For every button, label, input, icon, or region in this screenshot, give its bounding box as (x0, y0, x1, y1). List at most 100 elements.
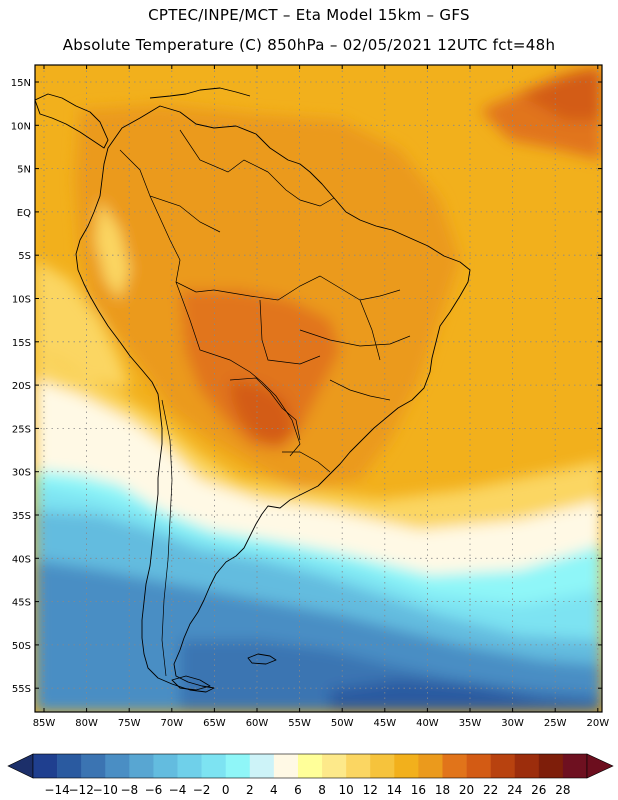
lat-label: 55S (12, 684, 31, 695)
colorbar-swatch (225, 754, 251, 778)
colorbar-swatch (81, 754, 106, 778)
colorbar-swatch (514, 754, 540, 778)
colorbar-label: 0 (222, 783, 230, 797)
colorbar-label: 16 (411, 783, 426, 797)
latitude-labels: 15N 10N 5N EQ 5S 10S 15S 20S 25S 30S 35S 40S 45S 50S 5… (11, 78, 31, 695)
colorbar-swatch (490, 754, 516, 778)
latitude-ticks (35, 81, 602, 689)
border-uruguay (282, 451, 331, 473)
lon-label: 30W (501, 718, 524, 729)
lat-label: 10S (12, 295, 31, 306)
graticule (35, 65, 602, 712)
colorbar-swatch (442, 754, 467, 778)
colorbar-swatch (57, 754, 82, 778)
colorbar-swatch (249, 754, 275, 778)
field-zone-andes-16 (95, 200, 130, 300)
colorbar-swatch (346, 754, 371, 778)
lon-label: 85W (33, 718, 56, 729)
lat-label: 15S (12, 338, 31, 349)
colorbar-label: 12 (363, 783, 378, 797)
lon-label: 55W (288, 718, 311, 729)
colorbar-label: −6 (145, 783, 163, 797)
colorbar-swatch (105, 754, 130, 778)
longitude-labels: 85W 80W 75W 70W 65W 60W 55W 50W 45W 40W 35W 30W 25W 2… (33, 718, 610, 729)
country-borders (119, 129, 411, 677)
lat-label: 5S (18, 251, 31, 262)
lat-label: 10N (11, 121, 31, 132)
border-argentina-brazil (261, 381, 301, 457)
lat-label: 15N (11, 78, 31, 89)
colorbar-label: −2 (193, 783, 211, 797)
colorbar-label: 24 (507, 783, 522, 797)
lat-label: 30S (12, 468, 31, 479)
colorbar-label: 28 (555, 783, 570, 797)
colorbar-swatch (297, 754, 323, 778)
border-guianas (267, 171, 335, 207)
colorbar-low-arrow (7, 753, 34, 779)
colorbar-swatch (153, 754, 178, 778)
temperature-field (35, 65, 602, 712)
lat-label: 40S (12, 554, 31, 565)
colorbar-label: 14 (387, 783, 402, 797)
tierra-del-fuego-coastline (171, 675, 211, 691)
colorbar-swatch (129, 754, 154, 778)
field-zone-24 (230, 380, 295, 445)
lat-label: 5N (17, 165, 31, 176)
lat-label: 45S (12, 598, 31, 609)
lat-label: 25S (12, 424, 31, 435)
colorbar-label: −10 (93, 783, 118, 797)
border-peru-brazil (149, 195, 215, 293)
lon-label: 45W (373, 718, 396, 729)
lon-label: 40W (416, 718, 439, 729)
lon-label: 20W (586, 718, 609, 729)
colorbar-labels: −14−12−10 −8 −6 −4 −2 0 2 4 6 8 10 12 14 16 18 20 22 24 26… (44, 783, 570, 797)
lon-label: 70W (160, 718, 183, 729)
field-zone-m4 (35, 560, 602, 712)
colorbar (7, 753, 614, 779)
colorbar-swatch (394, 754, 419, 778)
colorbar-label: −14 (44, 783, 69, 797)
caribbean-coastline (149, 87, 251, 99)
colorbar-swatch (466, 754, 491, 778)
map-title-line2: Absolute Temperature (C) 850hPa – 02/05/… (62, 36, 556, 54)
colorbar-label: 18 (435, 783, 450, 797)
border-paraguay (229, 377, 301, 441)
colorbar-high-arrow (586, 753, 614, 779)
lat-label: 50S (12, 641, 31, 652)
border-bolivia (175, 281, 263, 383)
field-zone-ne-24 (520, 70, 602, 120)
longitude-ticks (43, 65, 599, 712)
south-america-coastline (75, 105, 471, 693)
lon-label: 80W (75, 718, 98, 729)
colorbar-label: 26 (531, 783, 546, 797)
colorbar-label: −12 (69, 783, 94, 797)
colorbar-label: 2 (246, 783, 254, 797)
colorbar-label: 22 (483, 783, 498, 797)
lat-label: EQ (17, 208, 31, 219)
colorbar-swatch (418, 754, 443, 778)
coastlines (35, 87, 471, 693)
colorbar-label: −8 (120, 783, 138, 797)
colorbar-label: 4 (270, 783, 278, 797)
falklands-coastline (247, 653, 277, 665)
lat-label: 20S (12, 381, 31, 392)
colorbar-swatch (538, 754, 564, 778)
colorbar-swatch (177, 754, 202, 778)
colorbar-swatch (562, 754, 588, 778)
colorbar-label: 8 (318, 783, 326, 797)
colorbar-label: 10 (338, 783, 353, 797)
colorbar-label: 20 (459, 783, 474, 797)
map-title-line1: CPTEC/INPE/MCT – Eta Model 15km – GFS (148, 6, 470, 24)
field-zone-pacific-16 (35, 260, 130, 390)
border-colombia (119, 149, 221, 233)
lon-label: 75W (118, 718, 141, 729)
colorbar-swatch (33, 754, 58, 778)
lon-label: 35W (459, 718, 482, 729)
lon-label: 25W (544, 718, 567, 729)
lon-label: 65W (203, 718, 226, 729)
colorbar-label: −4 (169, 783, 187, 797)
border-venezuela (179, 129, 269, 173)
colorbar-swatch (322, 754, 347, 778)
lon-label: 50W (331, 718, 354, 729)
